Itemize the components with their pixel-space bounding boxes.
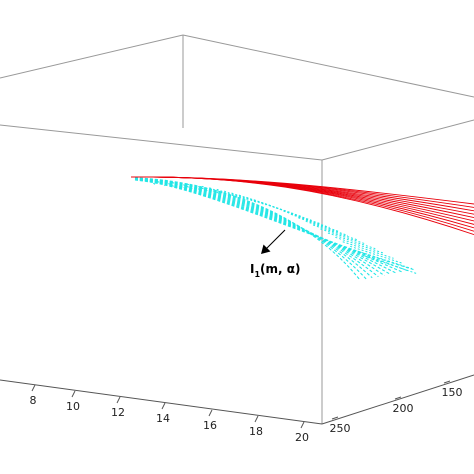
cyan-surface-hatch	[223, 190, 248, 201]
surfaces-group	[130, 176, 474, 281]
x-tick-mark	[161, 402, 166, 410]
annotation-base: I	[250, 262, 254, 276]
y-tick-label: 200	[393, 402, 414, 415]
y-axis-line	[321, 374, 474, 425]
x-tick-mark	[300, 421, 305, 429]
cyan-surface-hatch	[335, 236, 385, 254]
cyan-surface-hatch	[305, 220, 349, 236]
cyan-surface-hatch	[327, 232, 376, 250]
cyan-surface-hatch	[320, 228, 367, 245]
box-edge-back-top	[0, 34, 184, 79]
x-tick-label: 14	[156, 412, 170, 425]
cyan-surface-hatch	[283, 210, 321, 225]
x-tick-label: 18	[249, 425, 263, 438]
annotation-label: I1(m, α)	[250, 262, 301, 279]
cyan-surface-hatch	[201, 185, 221, 195]
axes	[0, 374, 474, 425]
cyan-surface-hatch	[298, 217, 339, 232]
cyan-surface-hatch	[209, 187, 230, 197]
cyan-surface-line	[134, 178, 397, 274]
box-edge-front-top	[0, 124, 323, 161]
cyan-surface-hatch	[290, 213, 330, 228]
box-edge-front-right-top	[321, 119, 474, 161]
x-tick-label: 10	[66, 400, 80, 413]
x-tick-mark	[208, 409, 213, 417]
tick-group: 8 10 12 14 16 18 20 250 200 150	[30, 380, 463, 444]
cyan-surface-hatch	[157, 180, 166, 187]
y-tick-mark	[394, 396, 402, 400]
cyan-surface-hatch	[357, 250, 413, 270]
red-surface-line	[130, 176, 474, 212]
x-axis-line	[0, 379, 323, 425]
annotation-arrow	[261, 229, 286, 254]
red-surface-line	[130, 176, 474, 208]
y-tick-label: 250	[330, 422, 351, 435]
box-edge-top-right	[182, 34, 474, 98]
x-tick-label: 20	[295, 431, 309, 444]
red-surface-line	[130, 176, 474, 236]
x-tick-mark	[71, 390, 76, 398]
cyan-surface-hatch	[350, 245, 403, 264]
cyan-surface-hatch	[194, 184, 212, 193]
cyan-surface-hatch	[149, 180, 157, 186]
plot-box	[0, 34, 474, 424]
x-tick-label: 8	[30, 394, 37, 407]
cyan-surface-hatch	[164, 181, 175, 188]
x-tick-mark	[31, 384, 36, 392]
cyan-surface-hatch	[342, 241, 394, 259]
x-tick-label: 16	[203, 419, 217, 432]
cyan-surface-hatch	[238, 194, 266, 206]
x-tick-mark	[254, 415, 259, 423]
annotation-args: (m, α)	[260, 262, 300, 276]
cyan-surface-hatch	[231, 192, 257, 203]
y-tick-label: 150	[442, 386, 463, 399]
cyan-surface-hatch	[186, 183, 202, 191]
x-tick-mark	[116, 396, 121, 404]
y-tick-mark	[443, 380, 451, 384]
annotation-subscript: 1	[254, 270, 260, 279]
cyan-surface-hatch	[364, 255, 419, 275]
y-tick-mark	[331, 416, 339, 420]
x-tick-label: 12	[111, 406, 125, 419]
